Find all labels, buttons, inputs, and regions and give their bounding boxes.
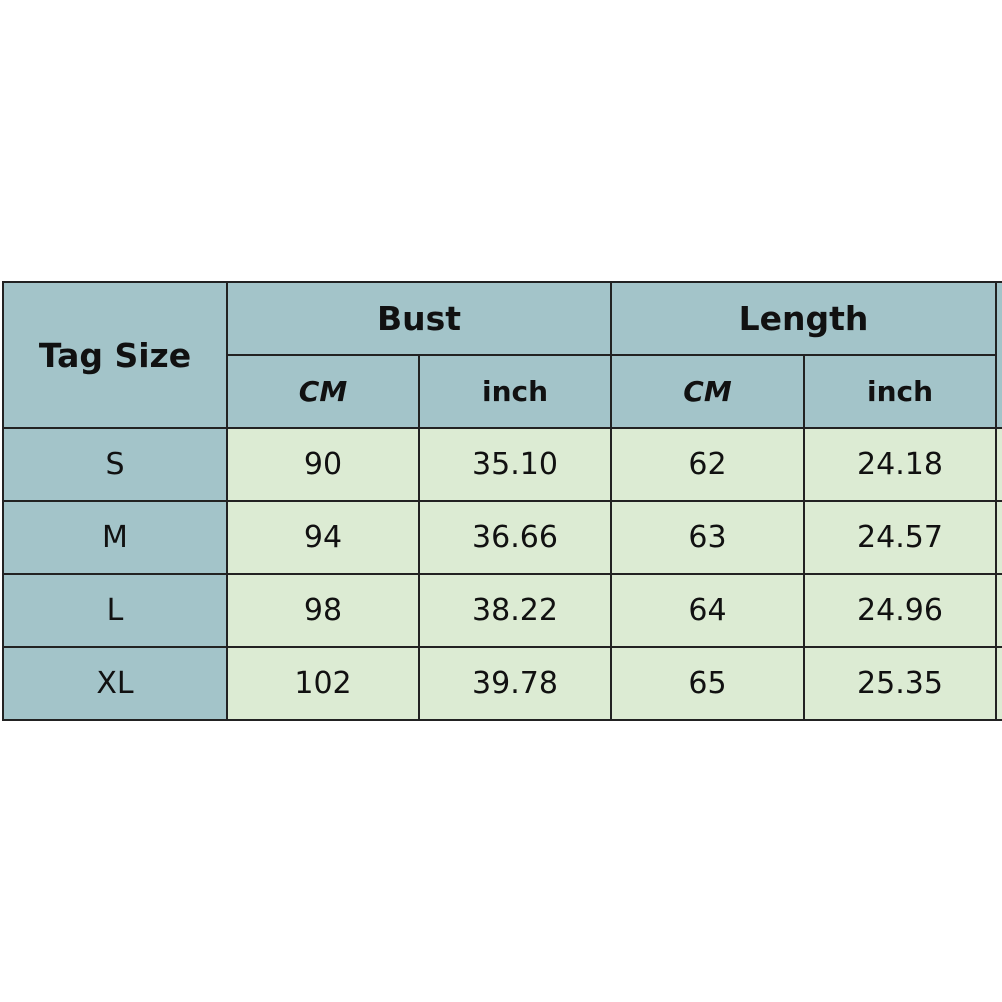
cell-size: M	[2, 500, 228, 575]
cell-length-cm: 62	[610, 427, 805, 502]
cell-length-cm: 63	[610, 500, 805, 575]
cell-bust-cm: 102	[226, 646, 420, 721]
cell-bust-inch: 35.10	[418, 427, 612, 502]
cell-size: S	[2, 427, 228, 502]
cell-length-cm: 65	[610, 646, 805, 721]
extra-cell	[995, 500, 1002, 575]
cell-size: XL	[2, 646, 228, 721]
cell-size: L	[2, 573, 228, 648]
cell-bust-cm: 94	[226, 500, 420, 575]
cell-bust-cm: 98	[226, 573, 420, 648]
bust-header: Bust	[226, 281, 612, 356]
cell-length-inch: 24.57	[803, 500, 997, 575]
bust-inch-header: inch	[418, 354, 612, 429]
length-header: Length	[610, 281, 997, 356]
extra-cell	[995, 646, 1002, 721]
bust-cm-header: CM	[226, 354, 420, 429]
tag-size-header: Tag Size	[2, 281, 228, 429]
cell-length-inch: 24.18	[803, 427, 997, 502]
extra-cell	[995, 573, 1002, 648]
length-inch-header: inch	[803, 354, 997, 429]
cell-bust-inch: 36.66	[418, 500, 612, 575]
cell-length-inch: 24.96	[803, 573, 997, 648]
cell-length-inch: 25.35	[803, 646, 997, 721]
length-cm-header: CM	[610, 354, 805, 429]
cell-bust-inch: 38.22	[418, 573, 612, 648]
extra-cell	[995, 427, 1002, 502]
cell-bust-cm: 90	[226, 427, 420, 502]
cell-bust-inch: 39.78	[418, 646, 612, 721]
cell-length-cm: 64	[610, 573, 805, 648]
